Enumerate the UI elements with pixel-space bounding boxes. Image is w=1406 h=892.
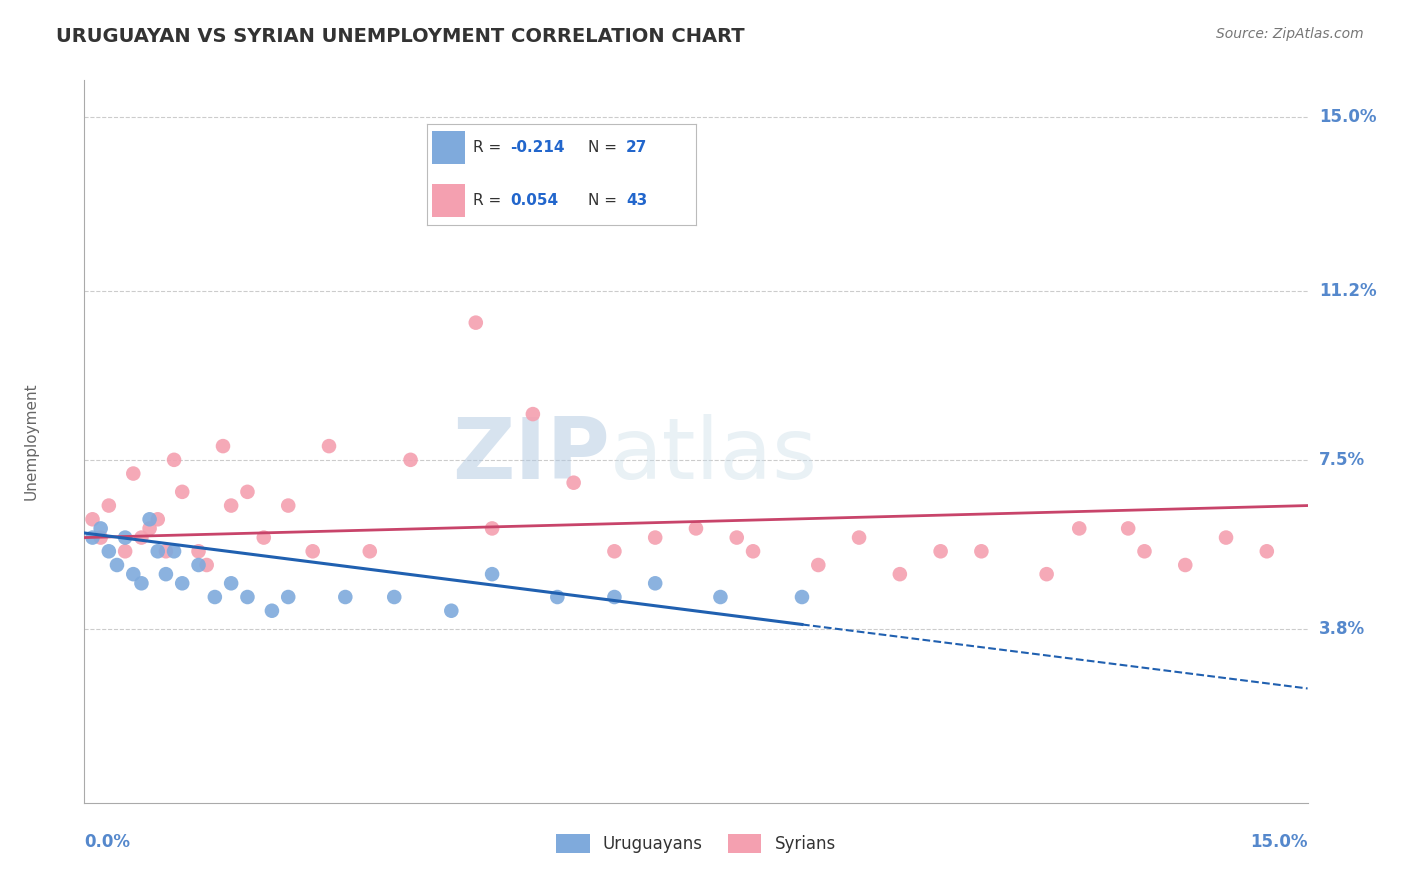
Point [848,531,870,545]
Point [163,544,186,558]
Text: 15.0%: 15.0% [1250,833,1308,851]
Point [155,544,177,558]
Point [187,558,209,572]
Point [399,453,422,467]
Point [253,531,276,545]
Point [219,499,242,513]
Point [742,544,765,558]
Point [172,576,194,591]
Point [114,531,136,545]
Point [440,604,463,618]
Point [1174,558,1197,572]
Point [131,576,153,591]
Point [97,499,120,513]
Point [709,590,731,604]
Point [90,531,112,545]
Point [889,567,911,582]
Point [236,590,259,604]
Point [204,590,226,604]
Point [1256,544,1278,558]
Point [277,499,299,513]
Text: 0.0%: 0.0% [84,833,131,851]
Point [172,484,194,499]
Point [122,567,145,582]
Point [138,512,160,526]
Text: 11.2%: 11.2% [1319,282,1376,300]
Point [481,521,503,535]
Point [277,590,299,604]
Point [1215,531,1237,545]
Point [644,576,666,591]
Point [138,521,160,535]
Point [82,531,104,545]
Point [90,521,112,535]
Point [219,576,242,591]
Point [603,544,626,558]
Point [644,531,666,545]
Point [155,567,177,582]
Text: atlas: atlas [610,415,818,498]
Point [236,484,259,499]
Point [481,567,503,582]
Point [82,512,104,526]
Point [725,531,748,545]
Point [382,590,405,604]
Text: Unemployment: Unemployment [24,383,39,500]
Point [97,544,120,558]
Text: URUGUAYAN VS SYRIAN UNEMPLOYMENT CORRELATION CHART: URUGUAYAN VS SYRIAN UNEMPLOYMENT CORRELA… [56,27,745,45]
Point [131,531,153,545]
Text: 15.0%: 15.0% [1319,108,1376,126]
Point [187,544,209,558]
Point [546,590,568,604]
Point [929,544,952,558]
Point [1035,567,1057,582]
Point [522,407,544,421]
Text: 7.5%: 7.5% [1319,450,1365,469]
Point [146,544,169,558]
Point [114,544,136,558]
Point [1116,521,1139,535]
Point [301,544,323,558]
Point [790,590,813,604]
Point [335,590,357,604]
Text: ZIP: ZIP [453,415,610,498]
Point [195,558,218,572]
Point [146,512,169,526]
Point [603,590,626,604]
Point [260,604,283,618]
Point [212,439,235,453]
Point [1133,544,1156,558]
Point [970,544,993,558]
Point [685,521,707,535]
Legend: Uruguayans, Syrians: Uruguayans, Syrians [550,827,842,860]
Point [318,439,340,453]
Point [1069,521,1091,535]
Point [105,558,128,572]
Point [464,316,486,330]
Point [163,453,186,467]
Point [807,558,830,572]
Text: 3.8%: 3.8% [1319,620,1365,638]
Point [359,544,381,558]
Text: Source: ZipAtlas.com: Source: ZipAtlas.com [1216,27,1364,41]
Point [562,475,585,490]
Point [122,467,145,481]
